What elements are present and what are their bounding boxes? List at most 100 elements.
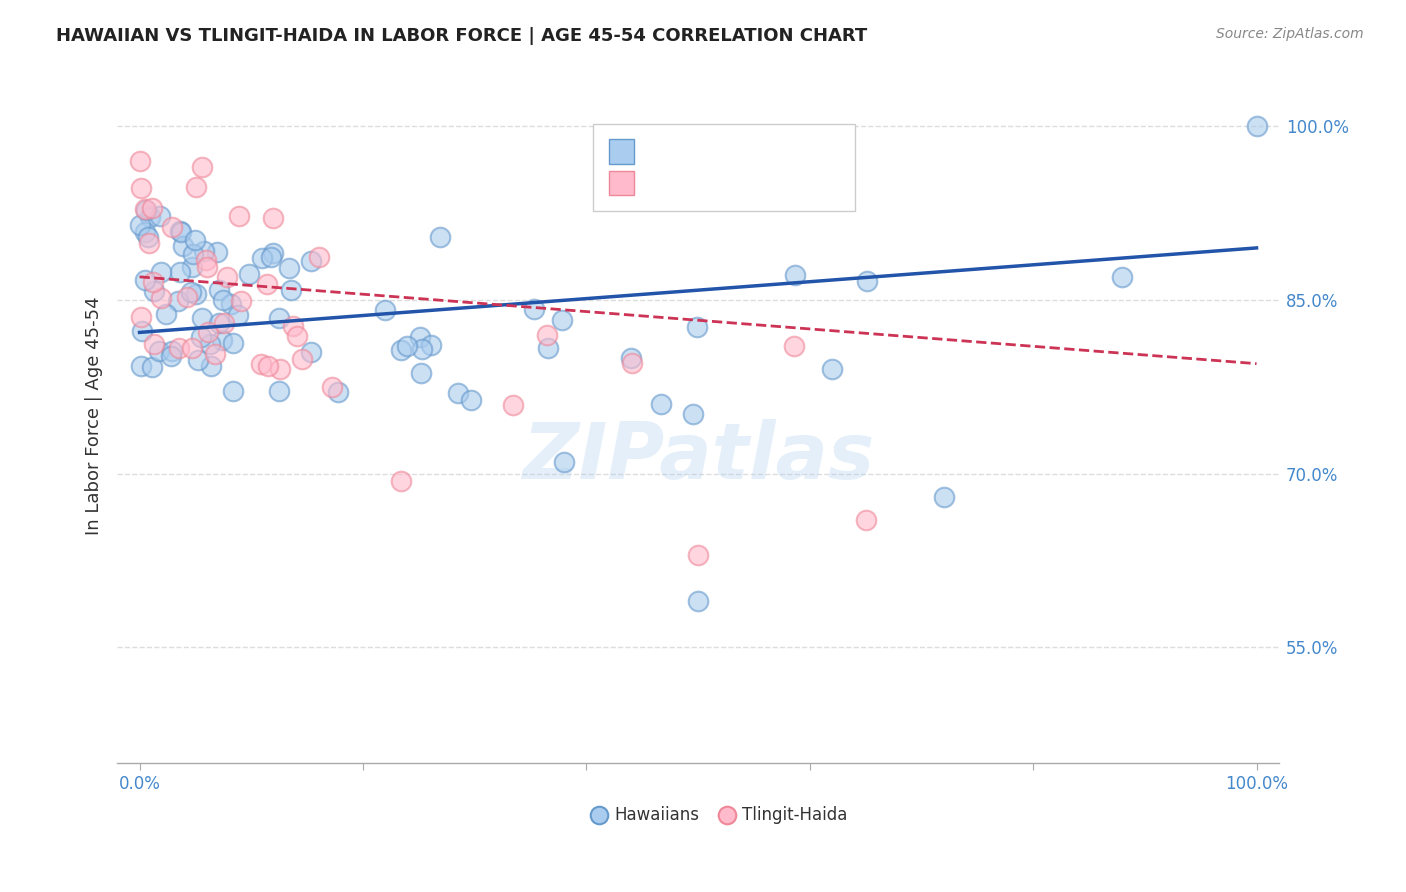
Point <box>280 283 302 297</box>
FancyBboxPatch shape <box>609 139 634 163</box>
Point <box>328 385 350 400</box>
Point <box>207 317 229 331</box>
Point <box>553 455 575 469</box>
Point <box>291 351 314 366</box>
Point <box>256 277 278 291</box>
Point <box>200 359 222 373</box>
Point <box>285 329 308 343</box>
Point <box>856 274 879 288</box>
Point <box>195 260 218 275</box>
Point <box>536 327 558 342</box>
Point <box>160 344 183 359</box>
Point <box>269 384 291 398</box>
Point <box>148 343 170 358</box>
Point <box>249 357 271 371</box>
Point <box>142 337 165 351</box>
Point <box>855 513 877 527</box>
Point <box>256 359 278 374</box>
Point <box>396 339 419 353</box>
Point <box>281 319 304 334</box>
Text: Source: ZipAtlas.com: Source: ZipAtlas.com <box>1216 27 1364 41</box>
Point <box>1111 269 1133 284</box>
Point <box>252 251 274 265</box>
Point <box>321 379 343 393</box>
Point <box>176 290 198 304</box>
Point <box>142 284 165 298</box>
Point <box>187 353 209 368</box>
Point <box>181 341 204 355</box>
Text: N =: N = <box>742 173 779 191</box>
Point <box>231 293 253 308</box>
Point <box>214 316 236 330</box>
Point <box>193 244 215 259</box>
Point <box>682 407 704 421</box>
Point <box>184 287 207 301</box>
Text: 0.159: 0.159 <box>690 142 742 160</box>
Point <box>222 384 245 399</box>
Point <box>169 223 191 237</box>
Point <box>190 160 212 174</box>
Point <box>149 292 172 306</box>
Point <box>447 385 470 400</box>
Text: R =: R = <box>644 142 679 160</box>
Point <box>308 250 330 264</box>
Point <box>129 181 152 195</box>
Point <box>226 308 249 322</box>
Text: Tlingit-Haida: Tlingit-Haida <box>742 806 848 824</box>
Point <box>411 342 433 356</box>
Text: 77: 77 <box>785 142 808 160</box>
Point <box>142 275 165 289</box>
Point <box>139 210 162 224</box>
Point <box>198 336 221 351</box>
Point <box>785 268 807 282</box>
Text: Hawaiians: Hawaiians <box>614 806 699 824</box>
Point <box>537 341 560 355</box>
Point <box>160 349 183 363</box>
Text: R =: R = <box>644 173 679 191</box>
Point <box>204 346 226 360</box>
Point <box>932 490 955 504</box>
Point <box>522 301 544 316</box>
Point <box>299 254 322 268</box>
Point <box>551 313 574 327</box>
Point <box>409 329 432 343</box>
Point <box>389 474 412 488</box>
Point <box>262 246 284 260</box>
Point <box>129 359 152 374</box>
Point <box>186 180 208 194</box>
Point <box>429 229 451 244</box>
Point <box>277 261 299 276</box>
Point <box>129 310 152 325</box>
Point <box>650 397 672 411</box>
Point <box>420 338 443 352</box>
Point <box>190 330 212 344</box>
Point <box>191 310 214 325</box>
Point <box>134 202 156 216</box>
Point <box>128 154 150 169</box>
Point <box>389 343 412 358</box>
Point <box>686 594 709 608</box>
Point <box>1246 120 1268 134</box>
Point <box>299 344 322 359</box>
Point <box>155 307 177 321</box>
Point <box>211 333 233 347</box>
Point <box>131 324 153 338</box>
Point <box>219 297 242 311</box>
Point <box>170 225 193 239</box>
Point <box>783 339 806 353</box>
Text: ZIPatlas: ZIPatlas <box>522 419 875 495</box>
Point <box>228 209 250 223</box>
Text: N =: N = <box>742 142 779 160</box>
Point <box>197 325 219 339</box>
Point <box>208 284 231 298</box>
Point <box>269 361 291 376</box>
Point <box>183 234 205 248</box>
Point <box>620 356 643 370</box>
Point <box>134 225 156 239</box>
Point <box>160 220 183 235</box>
Point <box>262 211 284 225</box>
Point <box>267 311 290 326</box>
Point <box>169 265 191 279</box>
Point <box>138 235 160 250</box>
Point <box>141 202 163 216</box>
